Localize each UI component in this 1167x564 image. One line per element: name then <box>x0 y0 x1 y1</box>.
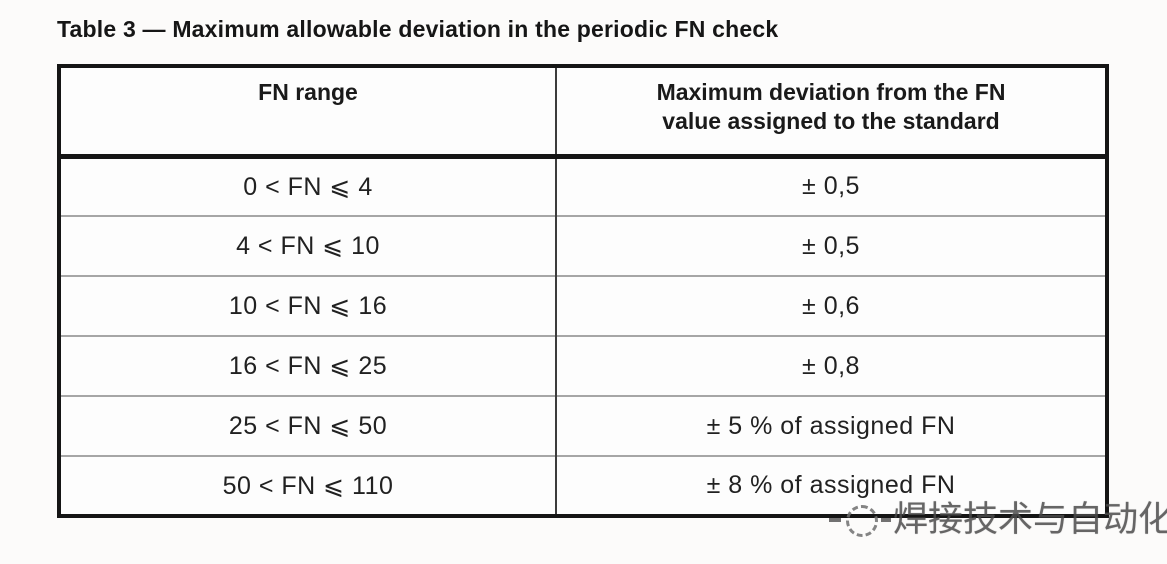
table-row: 4 < FN ⩽ 10 ± 0,5 <box>59 215 1107 276</box>
column-header-fn-range: FN range <box>59 66 557 159</box>
table-row: 50 < FN ⩽ 110 ± 8 % of assigned FN <box>59 455 1107 516</box>
deviation-cell: ± 0,5 <box>802 172 860 201</box>
table-row: 16 < FN ⩽ 25 ± 0,8 <box>59 335 1107 396</box>
table-row: 10 < FN ⩽ 16 ± 0,6 <box>59 275 1107 336</box>
fn-range-cell: 25 < FN ⩽ 50 <box>59 395 557 456</box>
deviation-cell: ± 0,6 <box>556 275 1107 336</box>
logo-dash-left <box>829 518 841 522</box>
dashed-circle-logo-icon <box>829 499 891 539</box>
fn-range-cell: 50 < FN ⩽ 110 <box>59 455 557 516</box>
column-header-max-deviation: Maximum deviation from the FN value assi… <box>556 66 1107 159</box>
logo-dash-right <box>881 518 891 522</box>
table-caption: Table 3 — Maximum allowable deviation in… <box>57 16 779 42</box>
deviation-cell: ± 5 % of assigned FN <box>556 395 1107 456</box>
fn-range-cell: 16 < FN ⩽ 25 <box>59 335 557 396</box>
table-row: 0 < FN ⩽ 4 ± 0,5 <box>59 156 1107 216</box>
fn-deviation-table: FN range Maximum deviation from the FN v… <box>57 64 1109 518</box>
deviation-cell: ± 0,5 <box>556 215 1107 276</box>
table-header-row: FN range Maximum deviation from the FN v… <box>59 66 1107 159</box>
watermark: 焊接技术与自动化 <box>829 499 1167 539</box>
deviation-cell: ± 8 % of assigned FN <box>556 455 1107 516</box>
watermark-text: 焊接技术与自动化 <box>893 499 1167 539</box>
fn-range-cell: 4 < FN ⩽ 10 <box>59 215 557 276</box>
logo-circle <box>846 505 878 537</box>
table-row: 25 < FN ⩽ 50 ± 5 % of assigned FN <box>59 395 1107 456</box>
column-header-max-deviation-label: Maximum deviation from the FN value assi… <box>656 79 1006 135</box>
deviation-cell: ± 0,8 <box>556 335 1107 396</box>
column-header-fn-range-label: FN range <box>258 79 358 105</box>
fn-range-cell: 10 < FN ⩽ 16 <box>59 275 557 336</box>
fn-range-cell: 0 < FN ⩽ 4 <box>59 156 557 216</box>
